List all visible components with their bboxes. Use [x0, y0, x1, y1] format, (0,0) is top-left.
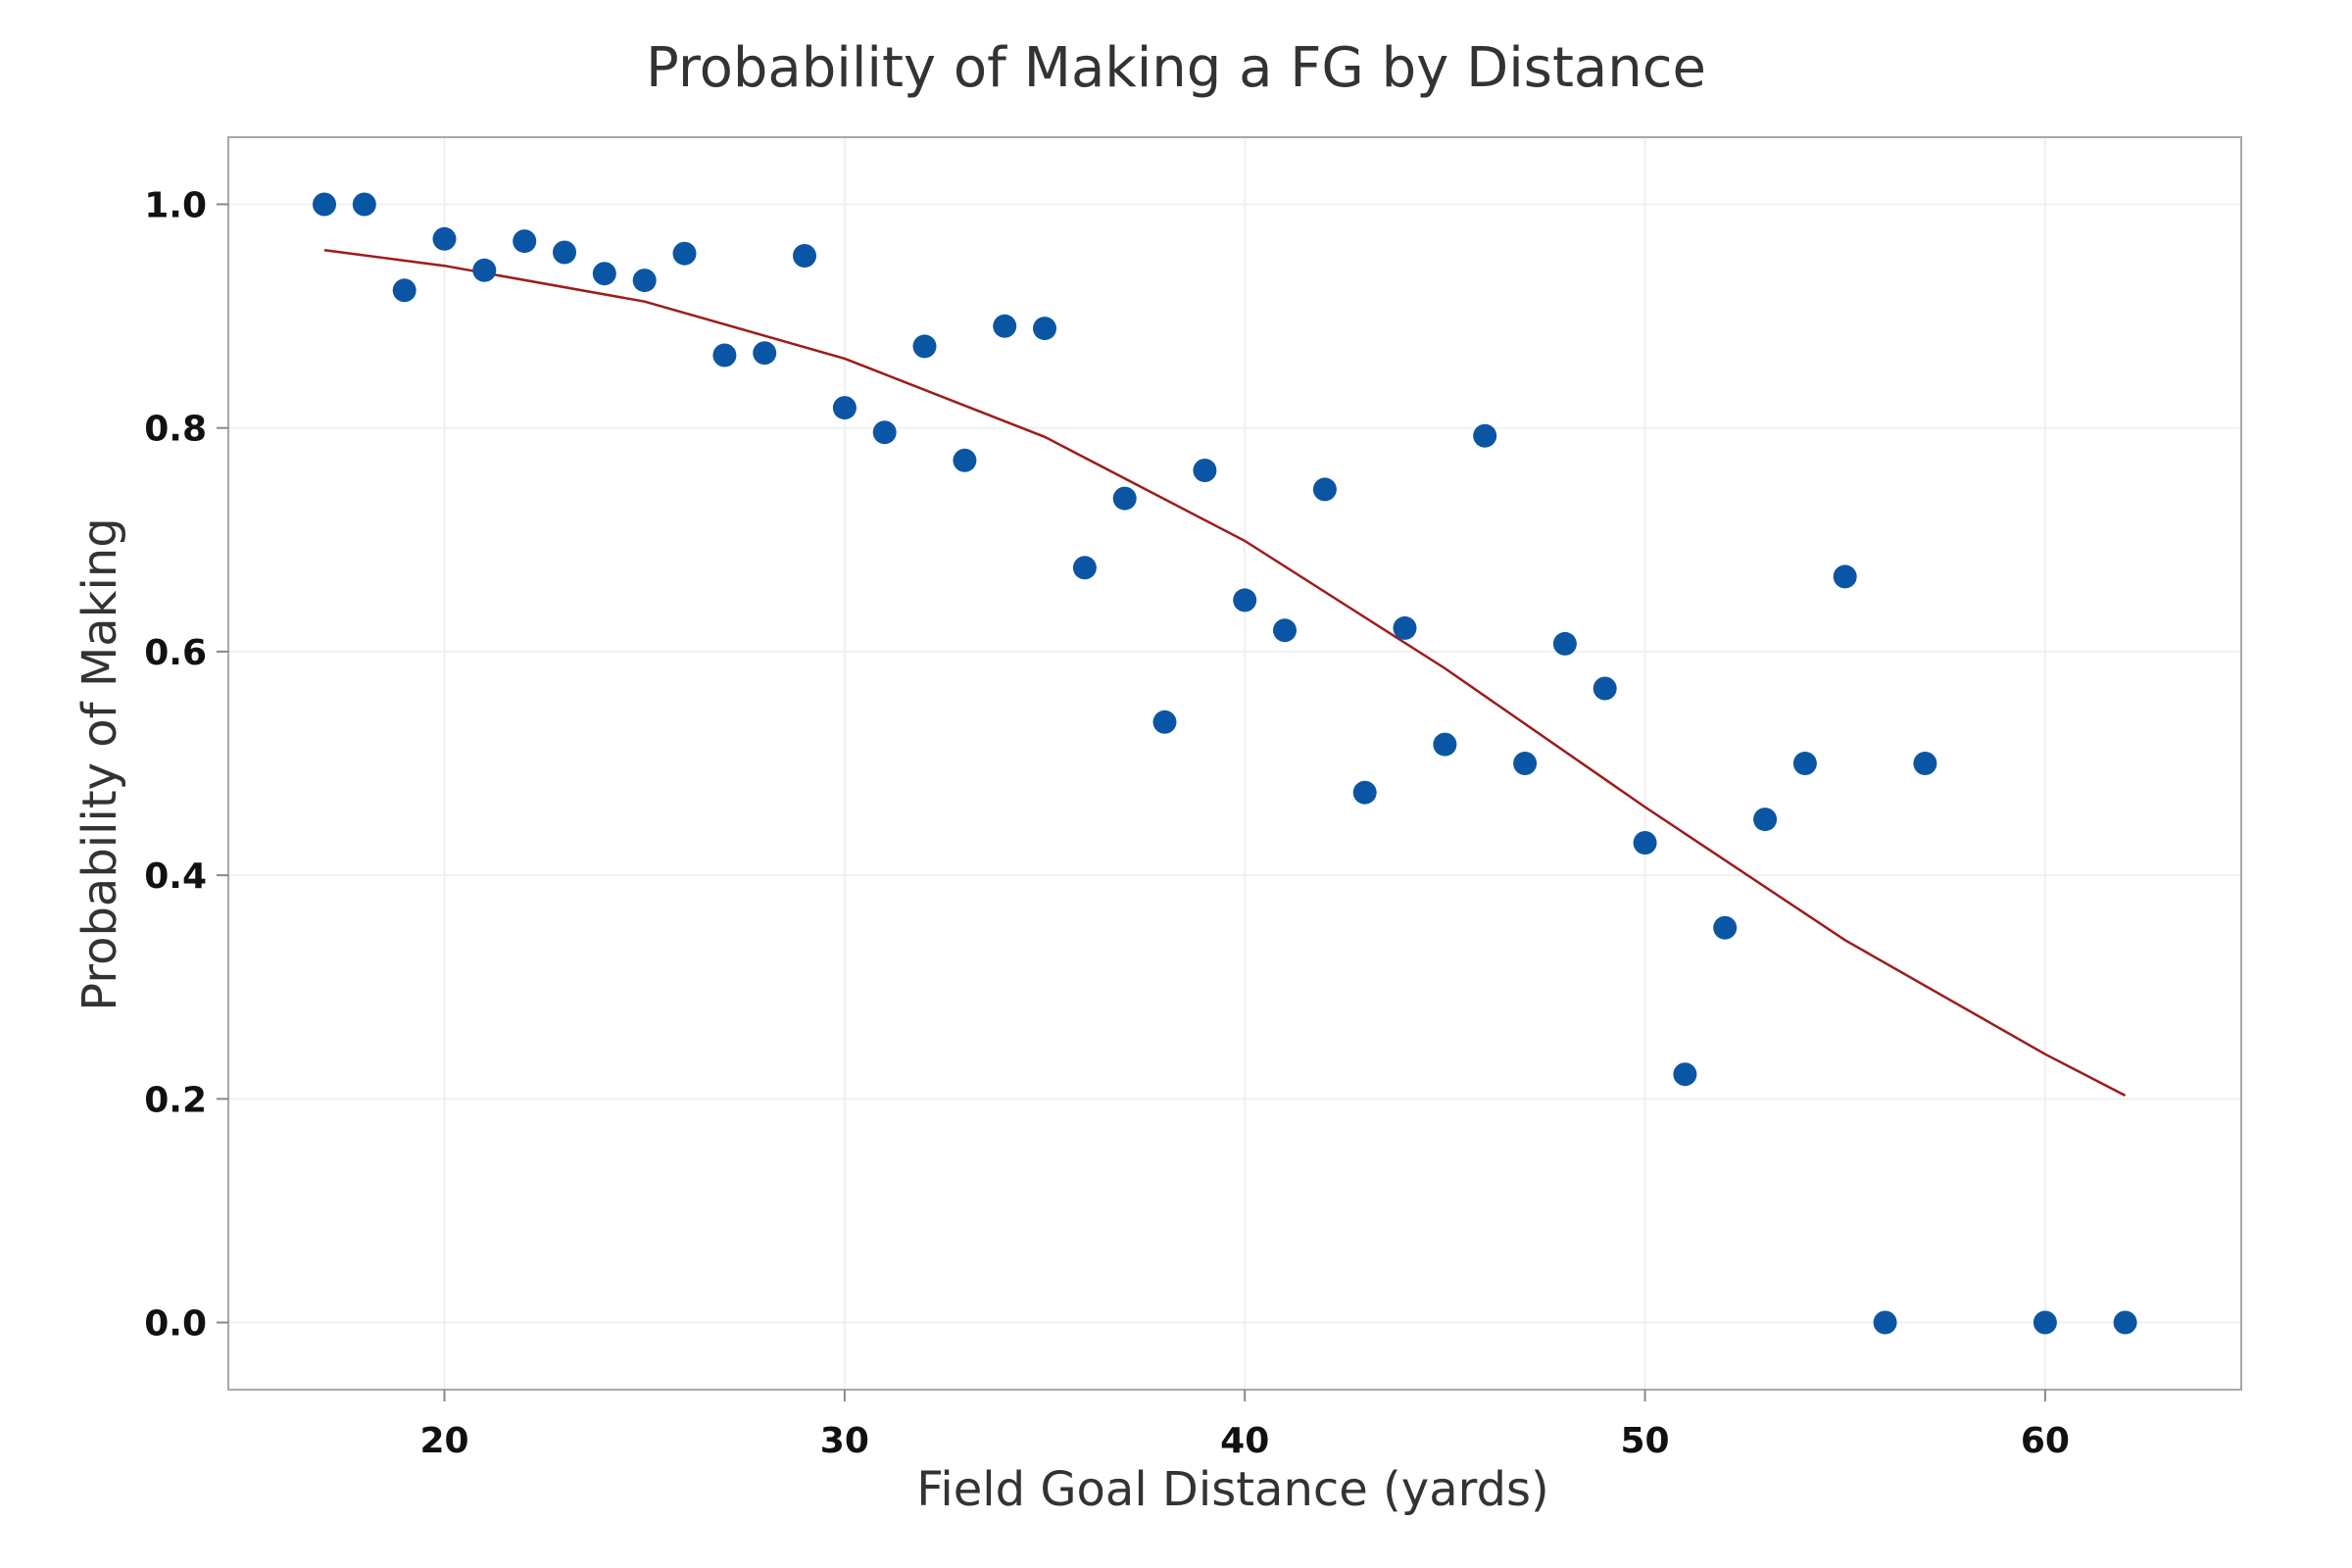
- y-axis-label: Probability of Making: [73, 517, 127, 1010]
- data-point: [912, 334, 937, 359]
- data-point: [712, 343, 737, 368]
- data-point: [472, 258, 497, 282]
- data-point: [1193, 459, 1217, 482]
- data-point: [1473, 423, 1497, 448]
- data-point: [1592, 676, 1617, 701]
- x-tick-label: 40: [1220, 1421, 1269, 1461]
- data-point: [672, 241, 697, 266]
- data-point: [2113, 1310, 2137, 1335]
- x-tick-label: 20: [419, 1421, 468, 1461]
- data-point: [1433, 732, 1457, 757]
- data-point: [1513, 752, 1538, 775]
- data-point: [553, 240, 576, 265]
- data-point: [1913, 752, 1937, 775]
- y-axis: 0.0 0.2 0.4 0.6 0.8 1.0: [144, 185, 228, 1345]
- data-point: [1112, 486, 1137, 511]
- x-tick-label: 60: [2021, 1421, 2070, 1461]
- data-points: [313, 192, 2137, 1335]
- data-point: [872, 420, 897, 445]
- data-point: [1713, 915, 1738, 940]
- fit-line: [323, 248, 2127, 1098]
- data-point: [1312, 477, 1337, 502]
- grid: [228, 137, 2241, 1390]
- data-point: [1152, 710, 1177, 734]
- data-point: [753, 341, 777, 366]
- chart-title: Probability of Making a FG by Distance: [646, 36, 1706, 100]
- data-point: [313, 192, 336, 217]
- data-point: [592, 262, 616, 286]
- data-point: [352, 192, 376, 217]
- data-point: [1033, 317, 1056, 341]
- data-point: [632, 269, 657, 293]
- data-point: [1393, 615, 1417, 640]
- data-point: [1833, 564, 1857, 589]
- x-axis-label: Field Goal Distance (yards): [916, 1462, 1548, 1517]
- plot-frame: [227, 136, 2242, 1391]
- y-tick-label: 0.2: [144, 1080, 207, 1120]
- data-point: [832, 396, 857, 420]
- y-tick-label: 0.6: [144, 633, 207, 673]
- data-point: [1633, 831, 1657, 855]
- data-point: [1673, 1062, 1697, 1087]
- y-tick-label: 0.0: [144, 1304, 207, 1345]
- data-point: [392, 278, 416, 303]
- data-point: [1792, 752, 1817, 775]
- data-point: [1753, 808, 1778, 832]
- data-point: [953, 448, 977, 472]
- data-point: [513, 229, 537, 254]
- x-tick-label: 50: [1621, 1421, 1670, 1461]
- x-axis: 20 30 40 50 60: [419, 1390, 2070, 1461]
- data-point: [1552, 631, 1577, 656]
- data-point: [432, 226, 457, 251]
- data-point: [993, 314, 1017, 338]
- y-tick-label: 1.0: [144, 185, 207, 225]
- data-point: [2033, 1310, 2057, 1335]
- x-tick-label: 30: [820, 1421, 869, 1461]
- data-point: [1352, 780, 1377, 805]
- y-tick-label: 0.4: [144, 857, 207, 897]
- data-point: [1233, 588, 1257, 612]
- data-point: [1273, 618, 1297, 643]
- data-point: [1072, 556, 1097, 580]
- y-tick-label: 0.8: [144, 410, 207, 450]
- fit-line-layer: [323, 248, 2127, 1098]
- data-point: [1873, 1310, 1897, 1335]
- data-point: [793, 244, 816, 268]
